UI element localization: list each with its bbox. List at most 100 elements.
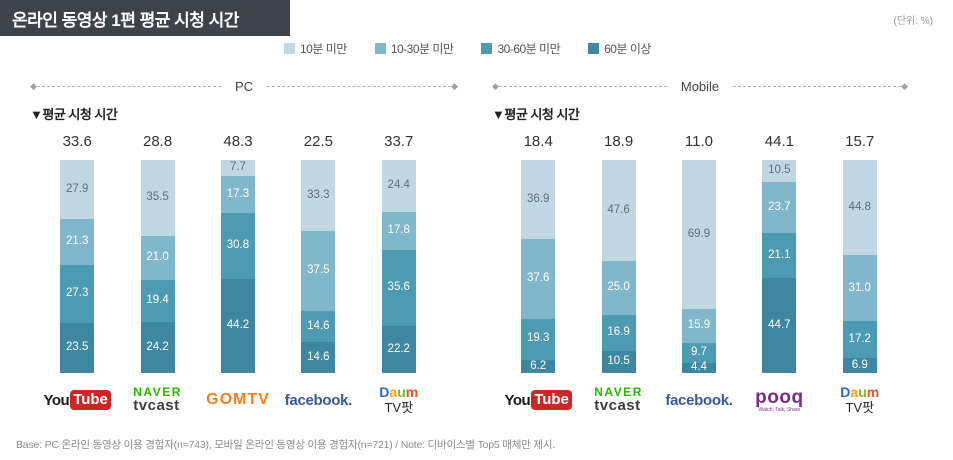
legend-label: 30-60분 미만 xyxy=(497,42,561,56)
dashed-line xyxy=(498,85,667,87)
segment-value: 21.1 xyxy=(768,248,791,261)
bar-segment: 21.3 xyxy=(60,219,95,265)
segment-value: 35.5 xyxy=(146,191,169,204)
segment-value: 15.9 xyxy=(687,319,711,332)
segment-value: 10.5 xyxy=(607,355,630,368)
segment-value: 21.3 xyxy=(65,235,89,248)
youtube-logo-text: You xyxy=(43,391,70,409)
naver-logo-text: NAVER xyxy=(133,384,182,399)
footer-note: Base: PC 온라인 동영상 이용 경험자(n=743), 모바일 온라인 … xyxy=(16,439,555,451)
bar-segment: 6.9 xyxy=(842,358,877,373)
diamond-icon: ◆ xyxy=(30,80,37,91)
bar-segment: 23.5 xyxy=(60,322,95,373)
segment-value: 16.9 xyxy=(607,325,630,338)
daum-logo-letter: a xyxy=(850,384,859,401)
bar-segment: 24.2 xyxy=(140,321,175,373)
segment-value: 24.4 xyxy=(387,179,410,192)
brand-logo-facebook: facebook. xyxy=(665,391,733,409)
legend-swatch-icon xyxy=(481,43,493,54)
segment-value: 14.6 xyxy=(307,319,330,332)
brand-logo-pooq: pooq Watch, Talk, Share xyxy=(755,388,803,413)
segment-value: 27.9 xyxy=(65,182,89,195)
dashed-line xyxy=(733,85,902,87)
bar-segment: 27.9 xyxy=(60,160,95,220)
stacked-bar: 69.9 15.9 9.7 4.4 xyxy=(681,160,716,373)
segment-value: 35.6 xyxy=(387,281,410,294)
daum-logo-letter: a xyxy=(389,384,398,401)
stacked-bar: 47.6 25.0 16.9 10.5 xyxy=(601,160,636,373)
segment-value: 17.2 xyxy=(848,333,871,345)
segment-value: 47.6 xyxy=(607,203,630,216)
section-label-mobile: Mobile xyxy=(680,78,720,94)
segment-value: 14.6 xyxy=(307,350,330,363)
brand-logo-box: Daum TV팟 xyxy=(840,382,879,418)
chart-column-facebook: 11.0 69.9 15.9 9.7 4.4 facebook. xyxy=(659,133,739,418)
segment-value: 22.2 xyxy=(387,342,410,355)
segment-value: 17.8 xyxy=(387,224,410,237)
diamond-icon: ◆ xyxy=(901,80,909,91)
bar-segment: 17.8 xyxy=(381,211,416,250)
chart-pc: 33.6 27.9 21.3 27.3 23.5 You Tube 28.8 35.5 21.0 1… xyxy=(37,133,439,418)
youtube-logo-badge: Tube xyxy=(70,390,111,410)
segment-value: 7.7 xyxy=(229,161,246,174)
bar-segment: 15.9 xyxy=(681,308,716,343)
bar-segment: 44.8 xyxy=(842,160,877,256)
stacked-bar: 44.8 31.0 17.2 6.9 xyxy=(842,160,877,373)
chart-column-YouTube: 18.4 36.9 37.6 19.3 6.2 You Tube xyxy=(498,133,578,418)
legend-label: 60분 이상 xyxy=(604,42,651,56)
bar-segment: 33.3 xyxy=(301,160,336,231)
bar-segment: 21.1 xyxy=(762,232,797,278)
bar-segment: 23.7 xyxy=(762,182,797,233)
bar-segment: 6.2 xyxy=(521,359,556,373)
segment-value: 27.3 xyxy=(65,287,89,300)
brand-logo-box: facebook. xyxy=(284,382,353,418)
brand-logo-facebook: facebook. xyxy=(284,391,353,409)
segment-value: 23.5 xyxy=(65,341,89,354)
daum-logo-letter: m xyxy=(866,384,880,401)
chart-column-Daum TV팟: 15.7 44.8 31.0 17.2 6.9 Daum TV팟 xyxy=(820,133,900,418)
bar-segment: 16.9 xyxy=(601,314,636,351)
bar-segment: 21.0 xyxy=(140,235,175,281)
stacked-bar: 24.4 17.8 35.6 22.2 xyxy=(381,160,416,373)
brand-logo-naver-tvcast: NAVER tvcast xyxy=(594,386,643,414)
segment-value: 19.3 xyxy=(526,332,550,345)
stacked-bar: 7.7 17.3 30.8 44.2 xyxy=(220,160,255,373)
bar-segment: 31.0 xyxy=(842,255,877,322)
daum-logo-text: Daum xyxy=(840,384,880,401)
unit-note: (단위: %) xyxy=(893,16,933,27)
daum-logo-text: Daum xyxy=(379,384,419,401)
pooq-logo-text: pooq xyxy=(755,386,804,408)
page-title: 온라인 동영상 1편 평균 시청 시간 xyxy=(0,0,290,36)
bar-segment: 19.4 xyxy=(140,280,175,322)
bar-segment: 9.7 xyxy=(681,342,716,364)
stacked-bar: 27.9 21.3 27.3 23.5 xyxy=(60,160,95,373)
legend-item-0: 10분 미만 xyxy=(284,40,347,57)
bar-segment: 37.6 xyxy=(521,238,556,319)
naver-logo-text: NAVER xyxy=(594,384,643,399)
tvpot-logo-text: TV팟 xyxy=(845,399,875,415)
brand-logo-box: You Tube xyxy=(43,382,111,418)
bar-segment: 35.5 xyxy=(140,160,175,236)
segment-value: 37.5 xyxy=(307,264,330,277)
bar-segment: 19.3 xyxy=(521,318,556,360)
daum-logo-letter: m xyxy=(405,384,419,401)
brand-logo-daum-tvpot: Daum TV팟 xyxy=(840,384,880,415)
legend-item-1: 10-30분 미만 xyxy=(374,40,454,57)
avg-viewing-time-value: 11.0 xyxy=(684,133,714,150)
segment-value: 33.3 xyxy=(307,188,330,201)
brand-logo-box: Daum TV팟 xyxy=(379,382,418,418)
chart-column-Daum TV팟: 33.7 24.4 17.8 35.6 22.2 Daum TV팟 xyxy=(359,133,439,418)
stacked-bar: 33.3 37.5 14.6 14.6 xyxy=(301,160,336,373)
segment-value: 23.7 xyxy=(768,200,791,213)
tvcast-logo-text: tvcast xyxy=(133,397,180,415)
legend-label: 10-30분 미만 xyxy=(390,42,454,56)
bar-segment: 10.5 xyxy=(762,160,797,183)
bar-segment: 24.4 xyxy=(381,160,416,212)
section-divider-mobile: ◆ Mobile ◆ xyxy=(492,78,909,94)
segment-value: 24.2 xyxy=(146,340,169,353)
avg-viewing-time-value: 48.3 xyxy=(223,133,253,150)
avg-viewing-time-value: 18.4 xyxy=(523,133,553,150)
diamond-icon: ◆ xyxy=(492,80,499,91)
bar-segment: 17.2 xyxy=(842,321,877,359)
